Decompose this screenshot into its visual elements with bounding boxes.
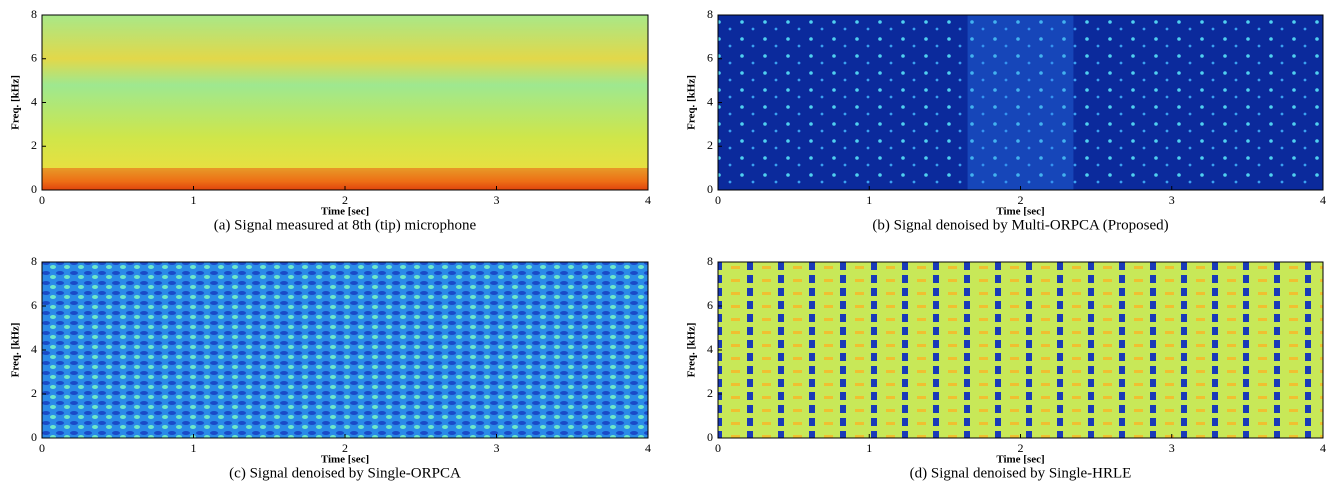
x-tick-label: 0 xyxy=(39,441,45,455)
x-tick-label: 4 xyxy=(645,441,651,455)
x-tick-label: 4 xyxy=(1320,193,1326,207)
y-tick-label: 8 xyxy=(31,7,37,21)
x-tick-label: 1 xyxy=(866,193,872,207)
y-tick-label: 4 xyxy=(707,94,713,108)
x-tick-label: 4 xyxy=(1320,441,1326,455)
x-axis-label: Time [sec] xyxy=(321,454,369,466)
x-tick-label: 3 xyxy=(494,441,500,455)
y-tick-label: 2 xyxy=(31,138,37,152)
spectrogram xyxy=(718,262,1323,438)
y-tick-label: 2 xyxy=(31,386,37,400)
spectrogram xyxy=(42,15,648,190)
panel-caption: (a) Signal measured at 8th (tip) microph… xyxy=(214,217,477,233)
x-tick-label: 2 xyxy=(1018,441,1024,455)
x-tick-label: 2 xyxy=(342,441,348,455)
y-axis-label: Freq. [kHz] xyxy=(686,323,698,378)
y-tick-label: 8 xyxy=(707,254,713,268)
x-tick-label: 3 xyxy=(494,193,500,207)
spectrogram xyxy=(718,15,1323,190)
y-tick-label: 4 xyxy=(707,342,713,356)
x-tick-label: 1 xyxy=(866,441,872,455)
y-tick-label: 0 xyxy=(31,430,37,444)
y-tick-label: 6 xyxy=(707,298,713,312)
y-axis-label: Freq. [kHz] xyxy=(10,75,22,130)
x-tick-label: 0 xyxy=(39,193,45,207)
spectrogram xyxy=(42,262,648,438)
panel-caption: (c) Signal denoised by Single-ORPCA xyxy=(229,465,461,481)
x-tick-label: 2 xyxy=(342,193,348,207)
x-tick-label: 0 xyxy=(715,441,721,455)
y-tick-label: 6 xyxy=(31,51,37,65)
x-tick-label: 0 xyxy=(715,193,721,207)
y-tick-label: 8 xyxy=(31,254,37,268)
x-tick-label: 4 xyxy=(645,193,651,207)
x-axis-label: Time [sec] xyxy=(996,454,1044,466)
spectrogram-burst xyxy=(967,15,1074,190)
y-axis-label: Freq. [kHz] xyxy=(686,75,698,130)
x-tick-label: 2 xyxy=(1018,193,1024,207)
x-tick-label: 1 xyxy=(191,441,197,455)
y-tick-label: 2 xyxy=(707,386,713,400)
y-tick-label: 4 xyxy=(31,342,37,356)
y-tick-label: 0 xyxy=(31,182,37,196)
y-tick-label: 0 xyxy=(707,182,713,196)
panel-caption: (d) Signal denoised by Single-HRLE xyxy=(910,465,1132,481)
x-tick-label: 3 xyxy=(1169,193,1175,207)
y-tick-label: 4 xyxy=(31,94,37,108)
y-tick-label: 8 xyxy=(707,7,713,21)
x-tick-label: 1 xyxy=(191,193,197,207)
y-tick-label: 0 xyxy=(707,430,713,444)
y-tick-label: 6 xyxy=(707,51,713,65)
y-axis-label: Freq. [kHz] xyxy=(10,323,22,378)
y-tick-label: 6 xyxy=(31,298,37,312)
x-axis-label: Time [sec] xyxy=(321,206,369,218)
panel-caption: (b) Signal denoised by Multi-ORPCA (Prop… xyxy=(872,217,1168,233)
y-tick-label: 2 xyxy=(707,138,713,152)
x-tick-label: 3 xyxy=(1169,441,1175,455)
x-axis-label: Time [sec] xyxy=(996,206,1044,218)
spectrogram-band xyxy=(42,168,648,190)
